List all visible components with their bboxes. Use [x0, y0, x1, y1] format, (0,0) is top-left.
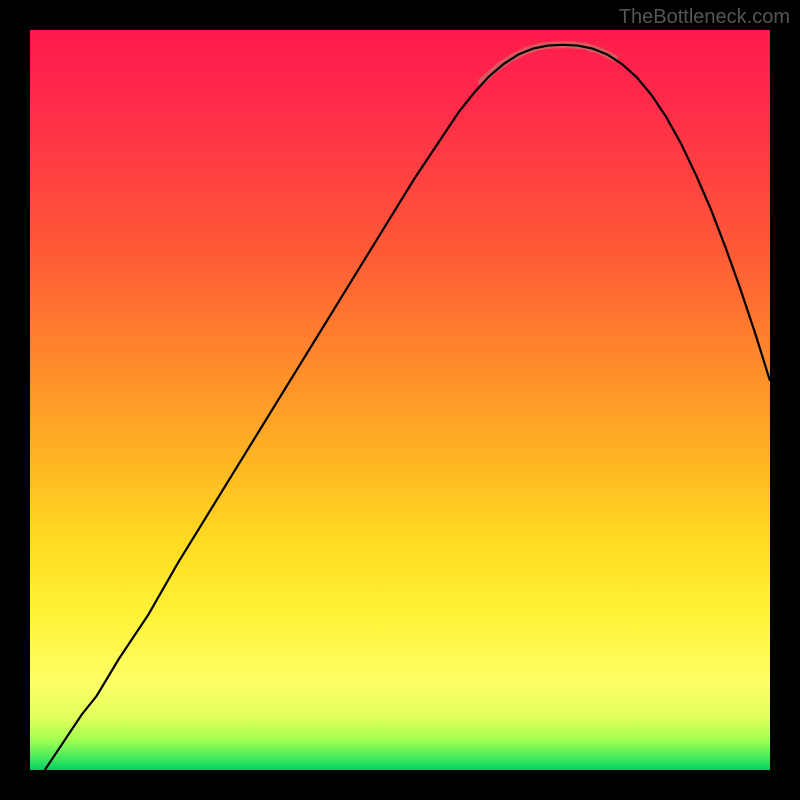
plot-svg	[30, 30, 770, 770]
watermark-text: TheBottleneck.com	[619, 6, 790, 29]
plot-area	[30, 30, 770, 770]
chart-container: TheBottleneck.com	[0, 0, 800, 800]
gradient-background	[30, 30, 770, 770]
